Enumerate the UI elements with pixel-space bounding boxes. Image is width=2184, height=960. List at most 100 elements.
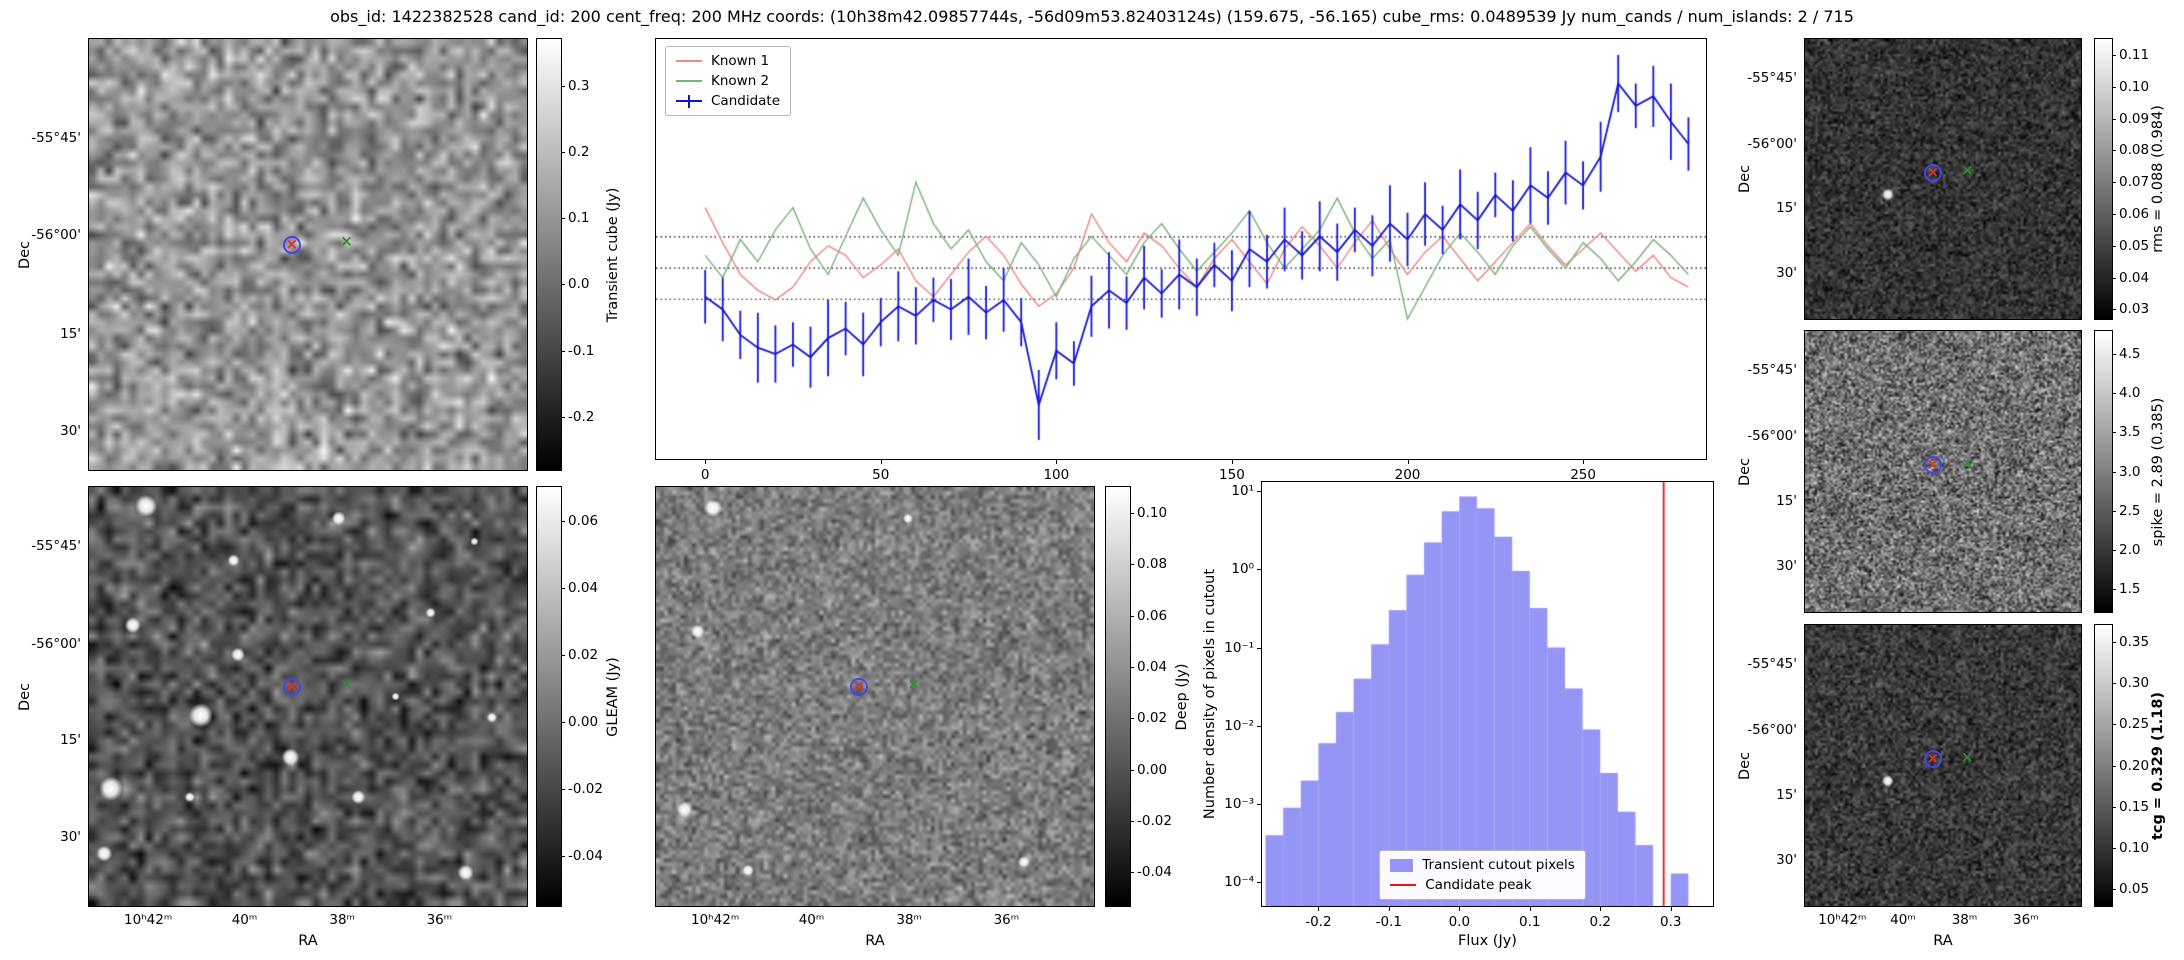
colorbar-tick-mark [561,351,565,352]
legend-item-known1: Known 1 [676,53,780,69]
colorbar-tick-label: 0.30 [2119,675,2149,691]
colorbar-tick-label: 0.15 [2119,799,2149,815]
colorbar-tick-label: 0.06 [568,513,598,529]
colorbar-tick-mark [561,722,565,723]
colorbar-tick-mark [1130,872,1134,873]
colorbar-tick-label: 0.09 [2119,111,2149,127]
ra-tick-label: 40ᵐ [1890,912,1916,928]
lightcurve-xtick-label: 50 [872,467,889,483]
known-source-x-marker: × [340,677,353,692]
colorbar-tick-label: 0.02 [1137,710,1167,726]
tcg-colorbar: tcg = 0.329 (1.18) 0.35 0.30 0.25 0.20 0.15 0… [2094,624,2113,907]
ra-tick-label: 36ᵐ [994,912,1020,928]
colorbar-tick-label: 0.25 [2119,716,2149,732]
colorbar-tick-label: 0.04 [568,580,598,596]
colorbar-tick-mark [561,86,565,87]
tcg-image [1805,625,2081,906]
colorbar-tick-mark [1130,770,1134,771]
colorbar-tick-label: 0.20 [2119,758,2149,774]
colorbar-tick-mark [561,152,565,153]
colorbar-tick-label: 0.05 [2119,881,2149,897]
colorbar-tick-mark [2112,848,2116,849]
colorbar-tick-mark [2112,354,2116,355]
rms-panel: × × -55°45' -56°00' 15' 30' Dec [1804,38,2082,320]
histogram-xtick-mark [1459,906,1460,911]
candidate-x-marker: × [285,237,298,252]
colorbar-tick-label: 0.04 [1137,659,1167,675]
colorbar-tick-label: -0.04 [568,848,603,864]
histogram-ytick-label: 10⁻⁴ [1224,874,1254,890]
gleam-colorbar-label: GLEAM (Jy) [605,657,621,737]
colorbar-tick-label: 0.04 [2119,270,2149,286]
transient-cube-image [89,39,527,470]
known2-line-swatch [676,80,702,82]
colorbar-tick-label: 0.10 [2119,840,2149,856]
dec-tick-label: -55°45' [1747,70,1797,86]
histogram-ytick-label: 10⁻³ [1224,796,1254,812]
flux-histogram-plot: -0.2 -0.1 0.0 0.1 0.2 0.3 10¹ 10⁰ 10⁻¹ 10⁻² 10⁻³ 10… [1261,481,1714,907]
colorbar-tick-mark [561,655,565,656]
colorbar-tick-mark [2112,807,2116,808]
known-source-x-marker: × [1961,163,1974,178]
colorbar-tick-label: 0.0 [568,276,589,292]
deep-panel: × × 10ʰ42ᵐ 40ᵐ 38ᵐ 36ᵐ RA [655,486,1095,907]
known1-line-swatch [676,60,702,62]
colorbar-tick-label: 0.3 [568,78,589,94]
ra-tick-label: 40ᵐ [799,912,825,928]
colorbar-tick-mark [2112,432,2116,433]
lightcurve-xtick-label: 150 [1219,467,1245,483]
dec-axis-label: Dec [1737,165,1753,193]
legend-label-known2: Known 2 [711,73,769,89]
colorbar-tick-label: -0.02 [1137,813,1172,829]
transient-cube-panel: × × -55°45' -56°00' 15' 30' Dec [88,38,528,471]
dec-tick-label: 15' [1776,200,1797,216]
gleam-panel: × × -55°45' -56°00' 15' 30' 10ʰ42ᵐ 40ᵐ 38ᵐ 36ᵐ … [88,486,528,907]
dec-tick-label: -55°45' [31,130,81,146]
histogram-xtick-label: 0.2 [1590,914,1611,930]
histogram-xtick-mark [1530,906,1531,911]
ra-tick-label: 10ʰ42ᵐ [691,912,739,928]
histogram-ylabel: Number density of pixels in cutout [1202,569,1218,819]
colorbar-tick-mark [2112,87,2116,88]
dec-tick-label: 15' [1776,787,1797,803]
histogram-ytick-label: 10⁻¹ [1224,640,1254,656]
dec-tick-label: 30' [1776,265,1797,281]
colorbar-tick-label: 0.00 [1137,762,1167,778]
colorbar-tick-label: 0.03 [2119,301,2149,317]
colorbar-tick-label: 0.08 [2119,142,2149,158]
gleam-colorbar: GLEAM (Jy) 0.06 0.04 0.02 0.00 -0.02 -0.04 [536,486,562,907]
candidate-x-marker: × [852,679,865,694]
histogram-legend: Transient cutout pixels Candidate peak [1379,850,1586,900]
colorbar-tick-label: 0.35 [2119,634,2149,650]
histogram-xtick-label: -0.2 [1305,914,1331,930]
colorbar-tick-label: 3.0 [2119,464,2140,480]
spike-image [1805,331,2081,612]
histogram-xlabel: Flux (Jy) [1458,933,1517,949]
ra-tick-label: 36ᵐ [2013,912,2039,928]
lightcurve-xtick-mark [1583,459,1584,464]
lightcurve-legend: Known 1 Known 2 Candidate [665,46,791,116]
transient-cube-colorbar-label: Transient cube (Jy) [605,187,621,322]
colorbar-tick-label: 0.08 [1137,556,1167,572]
dec-axis-label: Dec [17,240,33,268]
colorbar-tick-mark [2112,214,2116,215]
known-source-x-marker: × [340,235,353,250]
colorbar-tick-mark [2112,642,2116,643]
dec-tick-label: 30' [1776,558,1797,574]
histogram-xtick-mark [1671,906,1672,911]
lightcurve-xtick-mark [705,459,706,464]
dec-tick-label: -56°00' [31,227,81,243]
dec-axis-label: Dec [17,682,33,710]
histogram-xtick-label: 0.3 [1660,914,1681,930]
histogram-ytick-label: 10¹ [1231,483,1254,499]
dec-tick-label: 15' [1776,493,1797,509]
histogram-xtick-mark [1318,906,1319,911]
dec-tick-label: -55°45' [1747,656,1797,672]
candidate-x-marker: × [1926,458,1939,473]
colorbar-tick-mark [2112,724,2116,725]
colorbar-tick-label: 2.5 [2119,503,2140,519]
colorbar-tick-label: 2.0 [2119,542,2140,558]
colorbar-tick-label: 0.10 [2119,79,2149,95]
candidate-peak-swatch [1390,884,1416,886]
tcg-panel: × × -55°45' -56°00' 15' 30' 10ʰ42ᵐ 40ᵐ 38ᵐ 36ᵐ … [1804,624,2082,907]
